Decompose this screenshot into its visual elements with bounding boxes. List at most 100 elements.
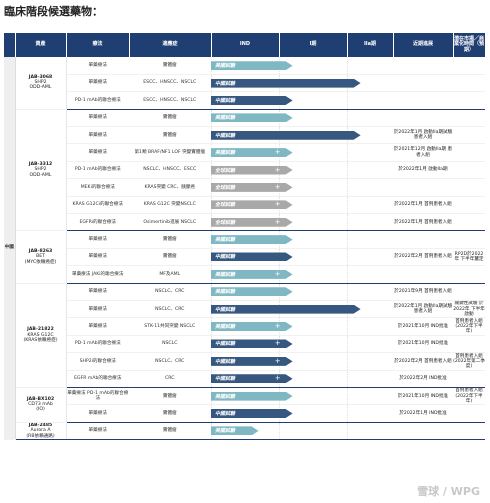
asset-line: (KRAS依賴癌症)	[23, 337, 58, 343]
ind-stage-cell	[210, 126, 279, 145]
phase2a-stage-cell	[346, 178, 393, 197]
market-cell	[453, 74, 485, 93]
progress-note-cell: 於2021年10月 IND批准	[393, 387, 453, 406]
phase1-stage-cell	[278, 422, 347, 441]
indication-cell: KRAS G12C 突變NSCLC	[129, 196, 211, 215]
phase1-stage-cell	[278, 230, 347, 249]
header-ind: IND	[211, 33, 280, 57]
phase2a-stage-cell	[346, 317, 393, 336]
progress-note-cell	[393, 230, 453, 249]
market-cell	[453, 178, 485, 197]
phase1-stage-cell	[278, 352, 347, 371]
header-phase1: I期	[279, 33, 348, 57]
asset-line: BET	[36, 254, 45, 260]
indication-cell: 實體瘤	[129, 248, 211, 267]
asset-line: Aurora A	[30, 428, 51, 434]
indication-cell: KRAS突變 CRC、胰腺癌	[129, 178, 211, 197]
therapy-cell: 單藥療法	[66, 143, 129, 162]
ind-stage-cell	[210, 74, 279, 93]
market-cell: 首例患者入組 (2022年第二季度)	[453, 352, 485, 371]
ind-stage-cell	[210, 230, 279, 249]
ind-stage-cell	[210, 422, 279, 441]
ind-stage-cell	[210, 248, 279, 267]
phase2a-stage-cell	[346, 335, 393, 354]
table-row: 單藥療法 JAKi的聯合療法 MF及AML	[4, 265, 485, 284]
ind-stage-cell	[210, 387, 279, 406]
table-row: 單藥療法 實體瘤 於2022年1月 IND批准	[4, 404, 485, 423]
table-row: PD-1 mAb的聯合療法 ESCC、HNSCC、NSCLC	[4, 91, 485, 110]
ind-stage-cell	[210, 213, 279, 232]
asset-line: SHP2	[34, 167, 47, 173]
ind-stage-cell	[210, 335, 279, 354]
asset-cell: JAB-8263 BET (MYC依賴癌症)	[15, 230, 67, 284]
asset-line: KRAS G12C	[27, 332, 54, 338]
therapy-cell: 單藥療法	[66, 126, 129, 145]
progress-note-cell: 於2021年12月 啟動IIa期 患者入組	[393, 143, 453, 162]
therapy-cell: PD-1 mAb的聯合療法	[66, 161, 129, 180]
phase2a-stage-cell	[346, 370, 393, 388]
ind-stage-cell	[210, 196, 279, 215]
table-row: 單藥療法 實體瘤 於2022年1月 啟動IIa期試驗 患者入組	[4, 126, 485, 145]
progress-note-cell: 於2022年2月 首例患者入組	[393, 248, 453, 267]
phase1-stage-cell	[278, 317, 347, 336]
phase2a-stage-cell	[346, 387, 393, 406]
table-row: SHP2i的聯合療法 NSCLC、CRC 於2022年2月 首例患者入組 首例患者入組…	[4, 352, 485, 371]
table-row: 單藥療法 NSCLC、CRC 於2022年1月 啟動IIa期試驗 患者入組 關鍵性試驗…	[4, 300, 485, 319]
progress-note-cell	[393, 109, 453, 128]
asset-cell: JAB-3312 SHP2 ODD-AML	[15, 109, 67, 232]
phase1-stage-cell	[278, 74, 347, 93]
market-cell: 首例患者入組 (2022年下半年)	[453, 317, 485, 336]
phase2a-stage-cell	[346, 74, 393, 93]
ind-stage-cell	[210, 57, 279, 75]
indication-cell: NSCLC、CRC	[129, 283, 211, 301]
asset-cell: JAB-BX102 CD73 mAb (IO)	[15, 387, 67, 423]
asset-line: JAB-21822	[27, 327, 54, 333]
header-therapy: 療法	[66, 33, 130, 57]
progress-note-cell	[393, 178, 453, 197]
market-cell	[453, 283, 485, 301]
indication-cell: NSCLC、CRC	[129, 300, 211, 319]
asset-line: JAB-3068	[28, 75, 53, 81]
header-indication: 適應症	[129, 33, 212, 57]
therapy-cell: 單藥療法	[66, 404, 129, 423]
asset-cell: JAB-3068 SHP2 ODD-AML	[15, 57, 67, 110]
table-row: JAB-21822 KRAS G12C (KRAS依賴癌症) 單藥療法 NSCLC、CR…	[4, 283, 485, 388]
phase2a-stage-cell	[346, 57, 393, 75]
therapy-cell: 單藥療法	[66, 300, 129, 319]
asset-cell: JAB-21822 KRAS G12C (KRAS依賴癌症)	[15, 283, 67, 388]
progress-note-cell	[393, 74, 453, 93]
therapy-cell: EGFR mAb的聯合療法	[66, 370, 129, 388]
asset-cell: JAB-2485 Aurora A (RB依賴通路)	[15, 422, 67, 441]
therapy-cell: EGFRi的聯合療法	[66, 213, 129, 232]
header-progress: 近期進展	[393, 33, 454, 57]
market-cell	[453, 161, 485, 180]
market-cell	[453, 109, 485, 128]
therapy-cell: 單藥療法 JAKi的聯合療法	[66, 265, 129, 284]
indication-cell: ESCC、HNSCC、NSCLC	[129, 74, 211, 93]
indication-cell: 實體瘤	[129, 126, 211, 145]
therapy-cell: 單藥療法	[66, 109, 129, 128]
phase1-stage-cell	[278, 387, 347, 406]
indication-cell: NSCLC、CRC	[129, 352, 211, 371]
progress-note-cell: 於2021年10月 IND批准	[393, 317, 453, 336]
phase2a-stage-cell	[346, 230, 393, 249]
table-row: JAB-8263 BET (MYC依賴癌症) 單藥療法 實體瘤	[4, 230, 485, 284]
ind-stage-cell	[210, 283, 279, 301]
phase2a-stage-cell	[346, 352, 393, 371]
table-row: PD-1 mAb的聯合療法 NSCLC 於2021年10月 IND批准	[4, 335, 485, 354]
phase1-stage-cell	[278, 300, 347, 319]
table-row: 單藥療法 實體瘤 於2022年2月 首例患者入組 RP2D於2022年 下半年釐定	[4, 248, 485, 267]
market-cell	[453, 422, 485, 441]
ind-stage-cell	[210, 265, 279, 284]
ind-stage-cell	[210, 161, 279, 180]
asset-line: (RB依賴通路)	[26, 433, 55, 439]
therapy-cell: 單藥療法	[66, 317, 129, 336]
phase2a-stage-cell	[346, 196, 393, 215]
indication-cell: 實體瘤	[129, 230, 211, 249]
therapy-cell: 單藥療法	[66, 74, 129, 93]
indication-cell: MF及AML	[129, 265, 211, 284]
phase2a-stage-cell	[346, 248, 393, 267]
phase2a-stage-cell	[346, 300, 393, 319]
phase2a-stage-cell	[346, 283, 393, 301]
ind-stage-cell	[210, 300, 279, 319]
